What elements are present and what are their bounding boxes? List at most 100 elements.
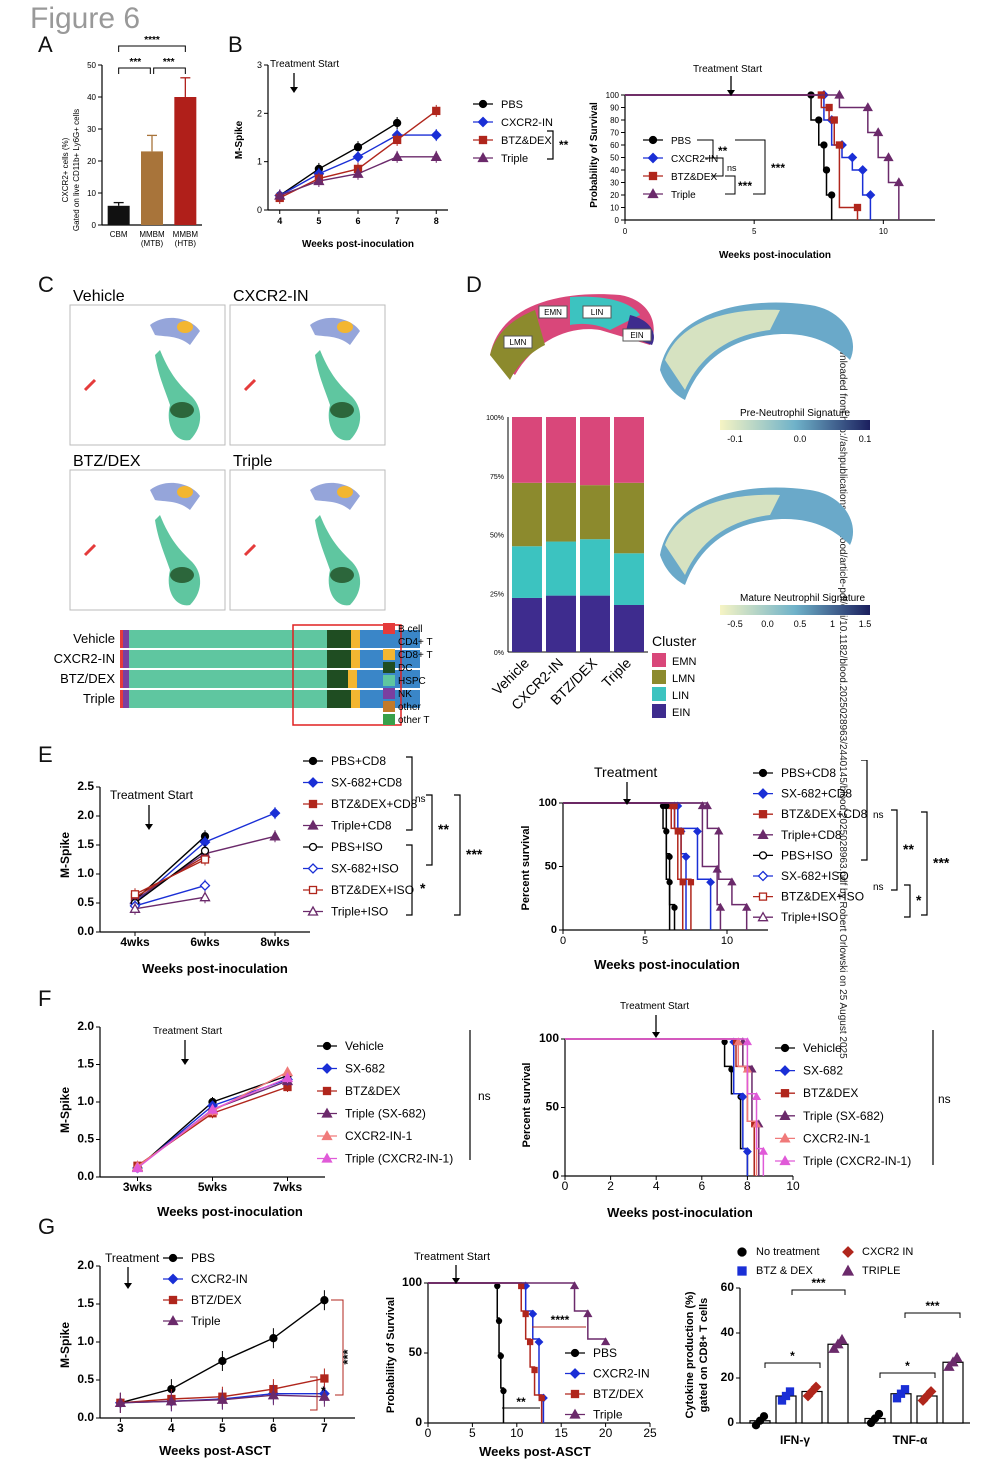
panel-c-umap-cluster <box>337 486 353 498</box>
panel-f2-survival-line <box>565 1038 749 1176</box>
panel-b2-y-tick-label: 100 <box>606 91 620 100</box>
panel-c-row-label: CXCR2-IN <box>54 651 115 666</box>
panel-f2-arrow-head <box>652 1032 660 1038</box>
panel-b2-y-tick-label: 60 <box>610 141 619 150</box>
panel-c-legend-swatch <box>383 714 395 725</box>
panel-b2-y-tick-label: 10 <box>610 204 619 213</box>
panel-b2-xlabel: Weeks post-inoculation <box>719 250 831 261</box>
panel-b1-arrow-head <box>290 87 298 93</box>
panel-b1-y-tick-label: 1 <box>257 157 262 167</box>
panel-f2-survival-line-censor <box>758 1146 768 1155</box>
panel-g1-point <box>216 1393 229 1404</box>
panel-e2-survival-line-censor <box>693 826 702 836</box>
panel-b2-y-tick-label: 80 <box>610 116 619 125</box>
panel-a-y-tick-label: 0 <box>92 221 97 230</box>
panel-e2-legend-label: Triple+ISO <box>781 910 838 924</box>
panel-f1-legend-marker <box>321 1063 333 1074</box>
panel-f2-survival-line <box>565 1038 749 1176</box>
panel-letter-a: A <box>38 32 53 57</box>
panel-b1-legend-label: BTZ&DEX <box>501 135 552 147</box>
panel-c-umap-cluster <box>337 321 353 333</box>
panel-g2-survival-line-censor <box>500 1387 507 1395</box>
panel-g3-bar <box>942 1361 964 1424</box>
panel-e1-xlabel: Weeks post-inoculation <box>142 961 288 976</box>
panel-b1-y-tick-label: 2 <box>257 108 262 118</box>
panel-c-stack-segment <box>129 630 327 648</box>
panel-e2-xlabel: Weeks post-inoculation <box>594 957 740 972</box>
panel-d-y-tick-label: 50% <box>490 533 504 540</box>
panel-g3-y-tick-label: 40 <box>721 1325 735 1339</box>
panel-c-stack-segment <box>351 690 360 708</box>
panel-f2-legend-marker <box>779 1155 791 1166</box>
panel-b2-point <box>857 165 868 175</box>
panel-g1-y-tick-label: 0.0 <box>77 1410 94 1424</box>
panel-c-umap-cluster <box>155 350 201 441</box>
panel-f1-legend-label: Triple (SX-682) <box>345 1107 426 1121</box>
panel-c-legend-label: NK <box>398 689 412 700</box>
panel-c-umap-title: Triple <box>233 453 273 470</box>
panel-e2-survival-line-censor <box>687 879 695 886</box>
panel-c-umap-cluster <box>83 543 97 557</box>
panel-b2-point <box>862 102 873 112</box>
panel-b1-legend-marker <box>477 152 489 163</box>
panel-g1-point <box>114 1396 127 1407</box>
panel-c-umap-cluster <box>177 321 193 333</box>
panel-e1-point <box>269 830 281 841</box>
panel-f2-survival-line <box>565 1038 760 1176</box>
panel-e2-legend-marker <box>758 810 768 819</box>
panel-a-x-label: MMBM <box>139 230 165 239</box>
panel-f2-survival-line-censor <box>721 1038 728 1046</box>
panel-b1-point <box>432 106 441 116</box>
panel-c-legend-swatch <box>383 649 395 660</box>
panel-a-sig-bracket <box>153 67 186 74</box>
panel-e1-legend-marker <box>307 819 319 830</box>
panel-a-sig-label: *** <box>163 57 175 68</box>
panel-a-x-label: (HTB) <box>175 239 197 248</box>
panel-g2-xlabel: Weeks post-ASCT <box>479 1444 591 1459</box>
panel-f2-sig-label: ns <box>938 1092 951 1106</box>
panel-e1-series-line <box>134 896 206 910</box>
panel-e2-survival-line-censor <box>663 802 670 810</box>
panel-e2-survival-line <box>563 802 748 930</box>
panel-g2-ylabel: Probability of Survival <box>385 1297 397 1413</box>
panel-g2-survival-line-censor <box>600 1337 611 1346</box>
panel-e1-legend-label: PBS+CD8 <box>331 754 386 768</box>
panel-b2-sig-label: ns <box>727 163 737 173</box>
panel-g2-survival-line-censor <box>497 1352 504 1360</box>
panel-g1-point <box>320 1296 329 1305</box>
panel-f1-legend-label: BTZ&DEX <box>345 1084 400 1098</box>
panel-b2-sig-label: *** <box>738 179 752 193</box>
panel-e2-survival-line <box>563 802 671 930</box>
panel-f2-ylabel: Percent survival <box>521 1063 533 1148</box>
panel-e1-sig <box>454 794 461 916</box>
panel-b2-point <box>825 103 833 112</box>
panel-f2-legend-label: Triple (SX-682) <box>803 1109 884 1123</box>
panel-c-umap-frame <box>229 304 386 446</box>
panel-b2-x-tick-label: 5 <box>752 227 757 236</box>
panel-d-pre-map-colorbar-title: Pre-Neutrophil Signature <box>740 408 850 419</box>
figure-title: Figure 6 <box>30 2 141 35</box>
panel-e2-survival-line-censor <box>702 801 712 810</box>
panel-e1-y-tick-label: 0.0 <box>77 924 94 938</box>
panel-a-y-tick-label: 50 <box>87 61 96 70</box>
panel-c-stack-segment <box>327 670 348 688</box>
panel-e2-x-tick-label: 10 <box>721 935 733 947</box>
panel-e2-survival-line-censor <box>671 904 678 911</box>
panel-e1-ylabel: M-Spike <box>58 832 72 878</box>
panel-letter-e: E <box>38 742 53 767</box>
panel-g3-y-tick-label: 20 <box>721 1370 735 1384</box>
panel-e1-legend-marker <box>307 863 319 874</box>
panel-f1-series-line <box>137 1080 288 1168</box>
panel-d-legend-title: Cluster <box>652 633 697 649</box>
panel-b2-point <box>873 127 884 137</box>
panel-f1-legend-label: Triple (CXCR2-IN-1) <box>345 1152 453 1166</box>
panel-b1-point <box>391 151 403 161</box>
panel-b2-sig-bracket <box>735 139 766 195</box>
panel-d-y-tick-label: 0% <box>494 650 504 657</box>
panel-b1-legend-label: PBS <box>501 99 523 111</box>
panel-d-stack-segment <box>614 417 644 483</box>
panel-d-pre-map-colorbar-tick: 0.1 <box>859 434 872 444</box>
panel-a-ylabel: CXCR2+ cells (%) <box>61 137 70 202</box>
panel-g2-survival-line-censor <box>569 1281 580 1290</box>
panel-b1-x-tick-label: 6 <box>355 216 360 226</box>
